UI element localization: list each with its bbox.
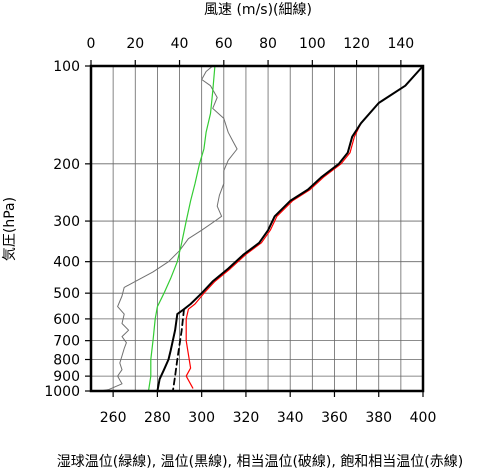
y-tick-label: 400 (53, 255, 80, 271)
y-axis-label: 気圧(hPa) (2, 197, 18, 261)
series-wind (99, 65, 238, 392)
top-tick-label: 80 (259, 36, 277, 52)
y-tick-label: 900 (53, 369, 80, 385)
top-tick-label: 100 (299, 36, 326, 52)
y-tick-label: 600 (53, 312, 80, 328)
y-tick-label: 800 (53, 353, 80, 369)
top-axis-label: 風速 (m/s)(細線) (204, 2, 312, 18)
y-tick-label: 200 (53, 157, 80, 173)
bottom-tick-label: 380 (365, 410, 392, 426)
plot-frame (89, 64, 425, 393)
bottom-axis-label: 湿球温位(緑線), 温位(黒線), 相当温位(破線), 飽和相当温位(赤線) (57, 453, 463, 470)
y-tick-label: 300 (53, 214, 80, 230)
series-layer (99, 65, 424, 392)
bottom-tick-label: 320 (233, 410, 260, 426)
bottom-tick-label: 340 (277, 410, 304, 426)
y-tick-label: 100 (53, 59, 80, 75)
series-wet-bulb-potential-temperature (147, 65, 216, 392)
top-tick-label: 60 (215, 36, 233, 52)
bottom-tick-label: 260 (100, 410, 127, 426)
top-tick-label: 140 (387, 36, 414, 52)
top-tick-label: 40 (171, 36, 189, 52)
bottom-tick-label: 280 (144, 410, 171, 426)
y-tick-label: 1000 (44, 384, 80, 400)
grid (91, 65, 423, 392)
series-saturated-equivalent-potential-temperature (185, 65, 424, 389)
bottom-tick-label: 360 (321, 410, 348, 426)
top-tick-label: 20 (126, 36, 144, 52)
top-tick-label: 120 (343, 36, 370, 52)
y-tick-label: 700 (53, 334, 80, 350)
bottom-tick-label: 400 (410, 410, 437, 426)
ticks-layer: 0 20 40 60 80 100 120 140 260 280 300 320 340 360 380 4… (44, 36, 436, 426)
series-equivalent-potential-temperature (172, 308, 185, 392)
top-tick-label: 0 (87, 36, 96, 52)
series-potential-temperature (156, 65, 424, 392)
bottom-tick-label: 300 (188, 410, 215, 426)
y-tick-label: 500 (53, 286, 80, 302)
